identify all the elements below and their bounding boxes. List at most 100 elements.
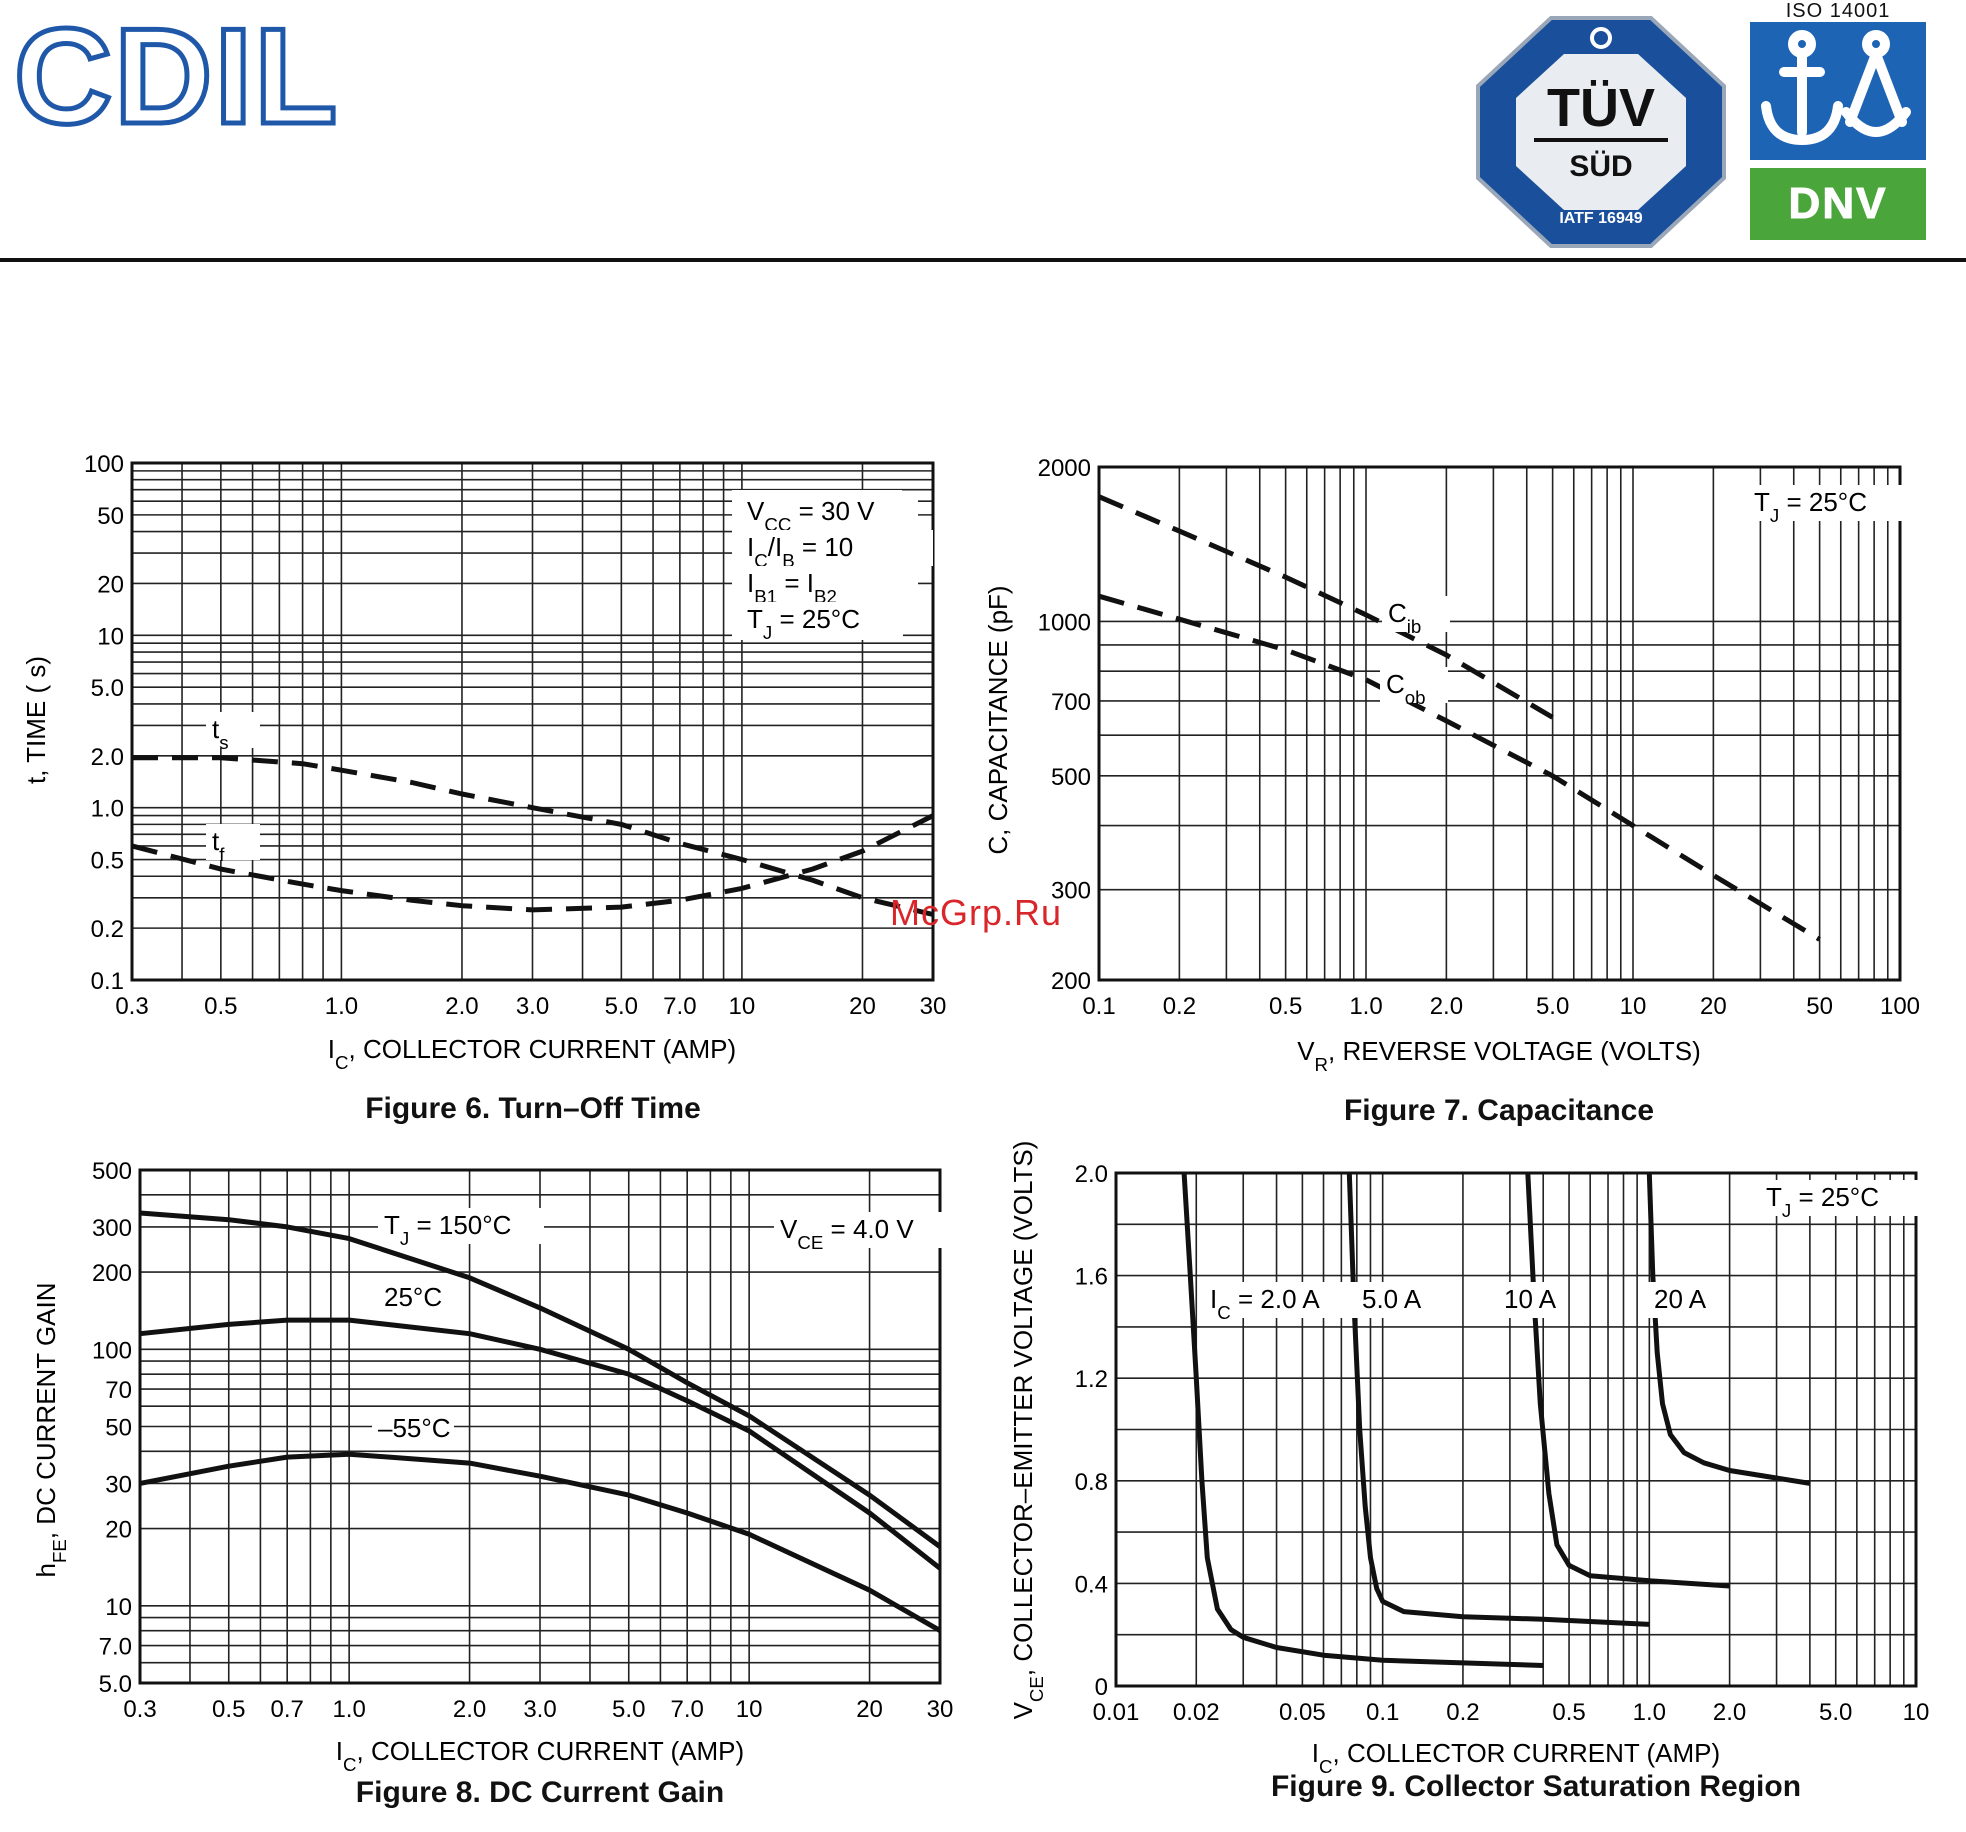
series-label: Cob [1386, 669, 1426, 708]
y-tick-label: 200 [92, 1260, 132, 1287]
header-rule [0, 258, 1966, 262]
y-tick-label: 10 [97, 623, 124, 650]
y-tick-label: 700 [1051, 689, 1091, 716]
series-line-2 [139, 1451, 942, 1633]
y-tick-label: 300 [92, 1215, 132, 1242]
annotation-text: IB1 = IB2 [747, 568, 837, 607]
series-label-bg [378, 1208, 544, 1244]
x-tick-label: 7.0 [663, 993, 696, 1020]
plot-frame [1097, 465, 1902, 982]
y-tick-label: 2.0 [1075, 1161, 1108, 1188]
series-line-2 [1525, 1172, 1730, 1589]
series-label: ts [212, 714, 229, 753]
x-tick-label: 0.05 [1279, 1699, 1326, 1726]
series-label-bg [372, 1411, 454, 1447]
x-tick-label: 7.0 [671, 1696, 704, 1723]
x-tick-label: 0.2 [1446, 1699, 1479, 1726]
x-tick-label: 0.3 [123, 1696, 156, 1723]
x-tick-label: 0.5 [212, 1696, 245, 1723]
x-tick-label: 1.0 [332, 1696, 365, 1723]
series-label: IC = 2.0 A [1210, 1284, 1320, 1323]
tuv-sud-badge: TÜV SÜD IATF 16949 [1476, 16, 1726, 248]
y-tick-label: 7.0 [99, 1634, 132, 1661]
annotation-bg [1760, 1180, 1922, 1216]
y-tick-label: 1.2 [1075, 1366, 1108, 1393]
grid [1098, 466, 1901, 981]
series-label-bg [378, 1280, 446, 1316]
x-tick-label: 5.0 [605, 993, 638, 1020]
tuv-sub-text: SÜD [1569, 150, 1632, 183]
y-tick-label: 100 [92, 1337, 132, 1364]
y-tick-label: 0.1 [91, 968, 124, 995]
y-tick-label: 50 [105, 1415, 132, 1442]
y-tick-label: 0.4 [1075, 1571, 1108, 1598]
annotation-bg [741, 566, 918, 602]
y-tick-label: 500 [1051, 764, 1091, 791]
x-tick-label: 2.0 [1430, 993, 1463, 1020]
annotation-text: VCE = 4.0 V [780, 1214, 914, 1253]
logo-text: CDIL [11, 0, 340, 152]
y-tick-label: 200 [1051, 968, 1091, 995]
y-tick-label: 70 [105, 1377, 132, 1404]
x-tick-label: 0.3 [115, 993, 148, 1020]
x-tick-label: 30 [920, 993, 947, 1020]
y-tick-label: 2.0 [91, 744, 124, 771]
annotation-text: VCC = 30 V [747, 496, 875, 535]
y-tick-label: 1.0 [91, 796, 124, 823]
annotation-bg [741, 494, 918, 530]
figure9-caption: Figure 9. Collector Saturation Region [1270, 1770, 1802, 1803]
y-tick-label: 100 [84, 451, 124, 478]
x-tick-label: 0.5 [1552, 1699, 1585, 1726]
x-tick-label: 5.0 [1536, 993, 1569, 1020]
x-tick-label: 0.2 [1163, 993, 1196, 1020]
tuv-cert-text: IATF 16949 [1559, 210, 1642, 227]
series-label-bg [1204, 1282, 1370, 1318]
watermark: McGrp.Ru [890, 892, 1063, 933]
series-label-bg [1382, 596, 1450, 632]
x-axis-label: IC, COLLECTOR CURRENT (AMP) [336, 1736, 744, 1775]
series-label-bg [1498, 1282, 1566, 1318]
y-tick-label: 300 [1051, 878, 1091, 905]
series-label-bg [206, 824, 260, 860]
series-label: TJ = 150°C [384, 1210, 511, 1249]
x-tick-label: 3.0 [523, 1696, 556, 1723]
y-tick-label: 0 [1095, 1674, 1108, 1701]
x-tick-label: 5.0 [1819, 1699, 1852, 1726]
chart-8: 0.3 0.5 0.7 1.0 2.0 3.0 5.0 7.0 10 20 30 5.0 7.0 10 20… [31, 1158, 966, 1775]
y-tick-label: 0.2 [91, 916, 124, 943]
y-tick-label: 2000 [1038, 455, 1091, 482]
series-line-0 [1181, 1172, 1544, 1668]
y-tick-label: 5.0 [91, 675, 124, 702]
x-tick-label: 20 [849, 993, 876, 1020]
x-tick-label: 0.02 [1173, 1699, 1220, 1726]
x-tick-label: 1.0 [1633, 1699, 1666, 1726]
y-tick-label: 1.6 [1075, 1264, 1108, 1291]
x-tick-label: 100 [1880, 993, 1920, 1020]
series-label-bg [1648, 1282, 1716, 1318]
y-tick-label: 1000 [1038, 609, 1091, 636]
x-tick-label: 0.1 [1082, 993, 1115, 1020]
annotation-text: TJ = 25°C [1766, 1182, 1879, 1221]
x-tick-label: 0.5 [1269, 993, 1302, 1020]
tuv-brand-text: TÜV [1547, 78, 1655, 138]
x-tick-label: 20 [1700, 993, 1727, 1020]
x-tick-label: 0.01 [1093, 1699, 1140, 1726]
annotation-text: TJ = 25°C [1754, 487, 1867, 526]
y-axis-label: C, CAPACITANCE (pF) [983, 585, 1013, 854]
x-axis-label: VR, REVERSE VOLTAGE (VOLTS) [1297, 1036, 1701, 1075]
annotation-bg [741, 602, 903, 638]
figure8-caption: Figure 8. DC Current Gain [355, 1776, 725, 1809]
chart-7: 0.1 0.2 0.5 1.0 2.0 5.0 10 20 50 100 200 300 500 700 1… [983, 455, 1920, 1075]
y-tick-label: 30 [105, 1471, 132, 1498]
series-line-0 [1098, 494, 1554, 720]
annotation-text: IC/IB = 10 [747, 532, 853, 571]
annotation-text: TJ = 25°C [747, 604, 860, 643]
series-line-1 [131, 813, 935, 913]
y-axis-label: hFE, DC CURRENT GAIN [31, 1282, 70, 1577]
y-axis-label: VCE, COLLECTOR–EMITTER VOLTAGE (VOLTS) [1008, 1141, 1047, 1720]
cdil-logo: CDIL [11, 0, 340, 152]
y-tick-label: 10 [105, 1594, 132, 1621]
y-axis-label: t, TIME ( s) [21, 656, 51, 784]
annotation-bg [774, 1212, 966, 1248]
y-tick-label: 20 [97, 571, 124, 598]
